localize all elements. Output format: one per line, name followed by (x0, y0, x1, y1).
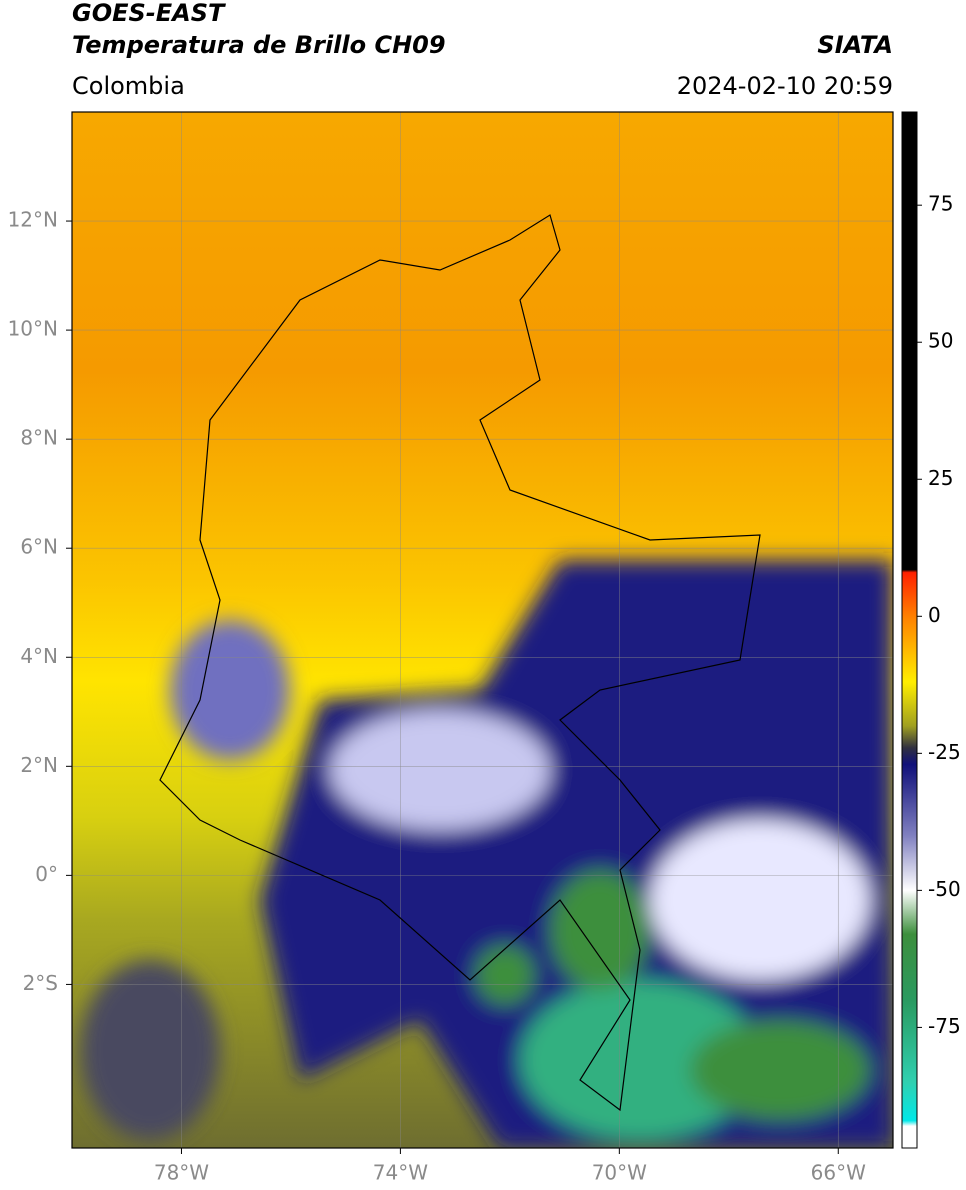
title: Temperatura de Brillo CH09 (72, 31, 446, 59)
y-tick-label: 2°N (20, 753, 58, 777)
map-frame (71, 111, 894, 1149)
datetime: 2024-02-10 20:59 (677, 72, 893, 100)
colorbar-tick-label: 75 (928, 192, 953, 216)
colorbar-tick-label: 25 (928, 466, 953, 490)
credit: SIATA (817, 31, 893, 59)
y-tick-label: 8°N (20, 426, 58, 450)
y-tick-label: 2°S (23, 971, 58, 995)
source: GOES-EAST (72, 0, 226, 27)
x-tick-label: 66°W (811, 1161, 866, 1185)
colorbar-tick-label: 50 (928, 329, 953, 353)
y-tick-label: 12°N (8, 208, 58, 232)
x-tick-label: 74°W (373, 1161, 428, 1185)
satellite-image (72, 112, 893, 1148)
colorbar-tick-label: -50 (928, 877, 961, 901)
y-tick-label: 0° (35, 862, 58, 886)
x-tick-label: 78°W (154, 1161, 209, 1185)
colorbar-tick-label: -25 (928, 740, 961, 764)
region: Colombia (72, 72, 185, 100)
colorbar-tick-label: -75 (928, 1014, 961, 1038)
x-tick-label: 70°W (592, 1161, 647, 1185)
country-border (159, 214, 761, 1112)
y-tick-label: 6°N (20, 535, 58, 559)
y-tick-label: 10°N (8, 317, 58, 341)
colorbar-tick-label: 0 (928, 603, 941, 627)
colorbar (901, 111, 918, 1149)
y-tick-label: 4°N (20, 644, 58, 668)
